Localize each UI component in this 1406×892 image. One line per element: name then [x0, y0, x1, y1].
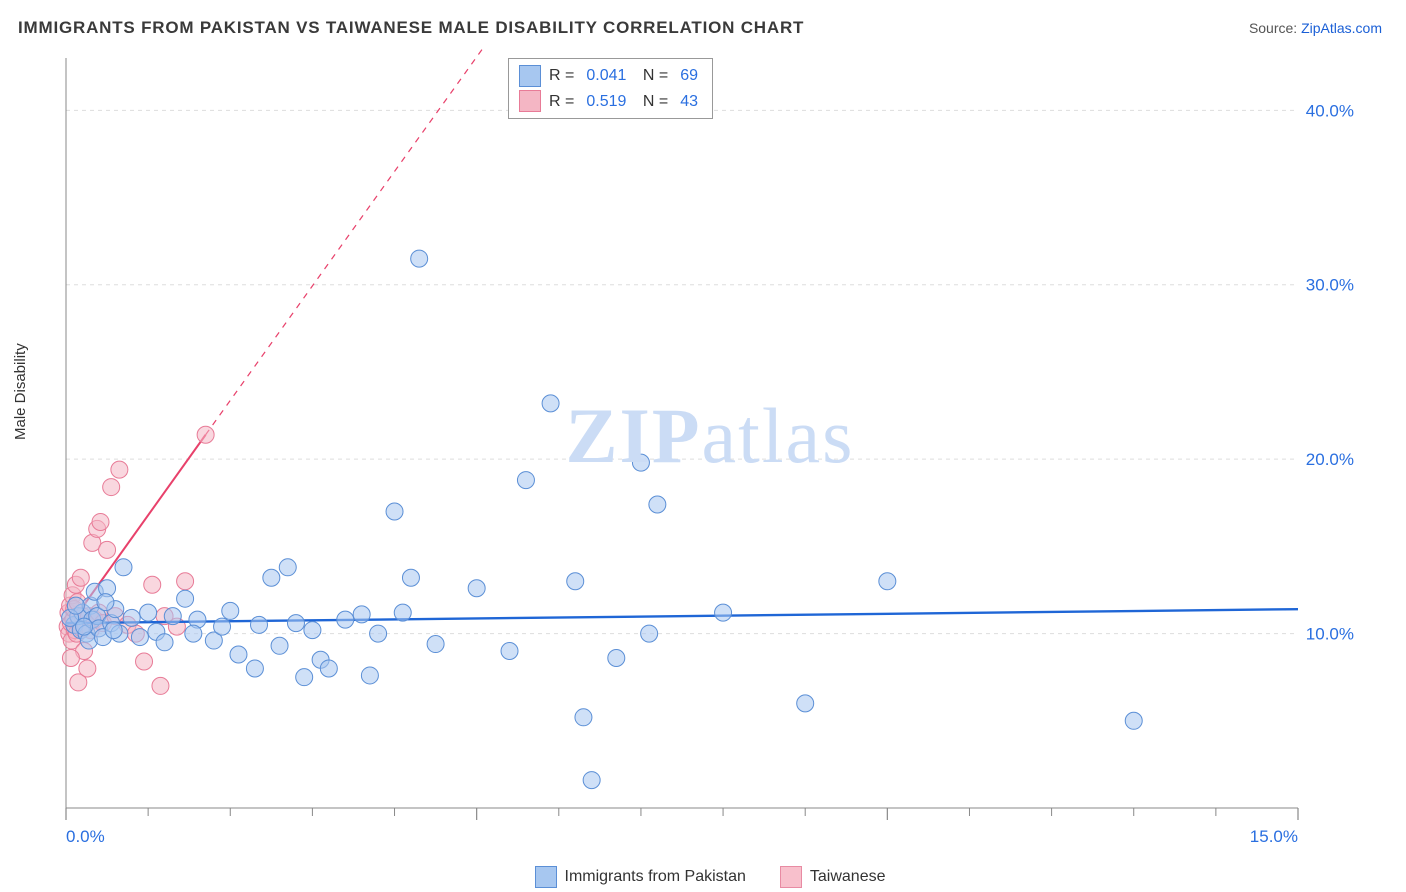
data-point: [361, 667, 378, 684]
data-point: [97, 594, 114, 611]
source-prefix: Source:: [1249, 20, 1301, 36]
data-point: [411, 250, 428, 267]
trend-line-extrapolated: [206, 48, 526, 435]
data-point: [152, 677, 169, 694]
data-point: [353, 606, 370, 623]
correlation-legend-row: R = 0.041 N = 69: [519, 63, 702, 89]
data-point: [649, 496, 666, 513]
data-point: [230, 646, 247, 663]
source-link[interactable]: ZipAtlas.com: [1301, 20, 1382, 36]
data-point: [131, 629, 148, 646]
series-legend-label: Taiwanese: [810, 868, 886, 885]
series-legend-label: Immigrants from Pakistan: [565, 868, 746, 885]
data-point: [251, 616, 268, 633]
data-point: [427, 636, 444, 653]
data-point: [287, 615, 304, 632]
legend-n-value: 43: [676, 89, 702, 115]
y-axis-label: Male Disability: [12, 343, 29, 440]
series-legend: Immigrants from Pakistan Taiwanese: [18, 866, 1402, 888]
legend-r-value: 0.041: [582, 63, 630, 89]
x-tick-label: 15.0%: [1250, 827, 1298, 846]
data-point: [542, 395, 559, 412]
data-point: [197, 426, 214, 443]
legend-r-label: R =: [549, 63, 574, 89]
data-point: [214, 618, 231, 635]
legend-n-label: N =: [638, 63, 668, 89]
data-point: [386, 503, 403, 520]
data-point: [304, 622, 321, 639]
chart-container: Male Disability ZIPatlas 10.0%20.0%30.0%…: [18, 48, 1402, 892]
data-point: [501, 643, 518, 660]
data-point: [1125, 712, 1142, 729]
data-point: [641, 625, 658, 642]
legend-swatch: [780, 866, 802, 888]
data-point: [177, 573, 194, 590]
data-point: [115, 559, 132, 576]
data-point: [879, 573, 896, 590]
legend-r-value: 0.519: [582, 89, 630, 115]
y-tick-label: 20.0%: [1306, 450, 1354, 469]
data-point: [222, 602, 239, 619]
legend-n-value: 69: [676, 63, 702, 89]
data-point: [185, 625, 202, 642]
data-point: [370, 625, 387, 642]
series-legend-item: Taiwanese: [780, 866, 886, 888]
legend-n-label: N =: [638, 89, 668, 115]
data-point: [715, 604, 732, 621]
data-point: [279, 559, 296, 576]
data-point: [136, 653, 153, 670]
data-point: [76, 618, 93, 635]
legend-swatch: [535, 866, 557, 888]
data-point: [394, 604, 411, 621]
correlation-legend-row: R = 0.519 N = 43: [519, 89, 702, 115]
data-point: [632, 454, 649, 471]
data-point: [123, 609, 140, 626]
data-point: [583, 772, 600, 789]
x-tick-label: 0.0%: [66, 827, 105, 846]
data-point: [92, 513, 109, 530]
data-point: [402, 569, 419, 586]
legend-r-label: R =: [549, 89, 574, 115]
data-point: [575, 709, 592, 726]
data-point: [797, 695, 814, 712]
data-point: [79, 660, 96, 677]
data-point: [103, 479, 120, 496]
y-tick-label: 30.0%: [1306, 276, 1354, 295]
chart-title: IMMIGRANTS FROM PAKISTAN VS TAIWANESE MA…: [18, 18, 804, 38]
data-point: [337, 611, 354, 628]
scatter-chart: 10.0% 20.0% 30.0% 40.0% 0.0% 15.0%: [18, 48, 1388, 868]
data-point: [62, 650, 79, 667]
data-point: [567, 573, 584, 590]
data-point: [263, 569, 280, 586]
data-point: [246, 660, 263, 677]
data-point: [271, 637, 288, 654]
data-point: [177, 590, 194, 607]
data-point: [140, 604, 157, 621]
data-point: [296, 669, 313, 686]
correlation-legend: R = 0.041 N = 69 R = 0.519 N = 43: [508, 58, 713, 119]
data-point: [67, 597, 84, 614]
data-point: [99, 541, 116, 558]
trend-line: [66, 609, 1298, 623]
data-point: [517, 472, 534, 489]
data-point: [144, 576, 161, 593]
data-point: [608, 650, 625, 667]
y-tick-label: 40.0%: [1306, 101, 1354, 120]
legend-swatch: [519, 90, 541, 112]
source-attribution: Source: ZipAtlas.com: [1249, 20, 1382, 36]
y-tick-label: 10.0%: [1306, 625, 1354, 644]
header-bar: IMMIGRANTS FROM PAKISTAN VS TAIWANESE MA…: [0, 0, 1406, 46]
data-point: [320, 660, 337, 677]
data-point: [468, 580, 485, 597]
data-point: [72, 569, 89, 586]
data-point: [111, 461, 128, 478]
legend-swatch: [519, 65, 541, 87]
data-point: [164, 608, 181, 625]
data-point: [105, 622, 122, 639]
series-legend-item: Immigrants from Pakistan: [535, 866, 746, 888]
data-point: [156, 634, 173, 651]
